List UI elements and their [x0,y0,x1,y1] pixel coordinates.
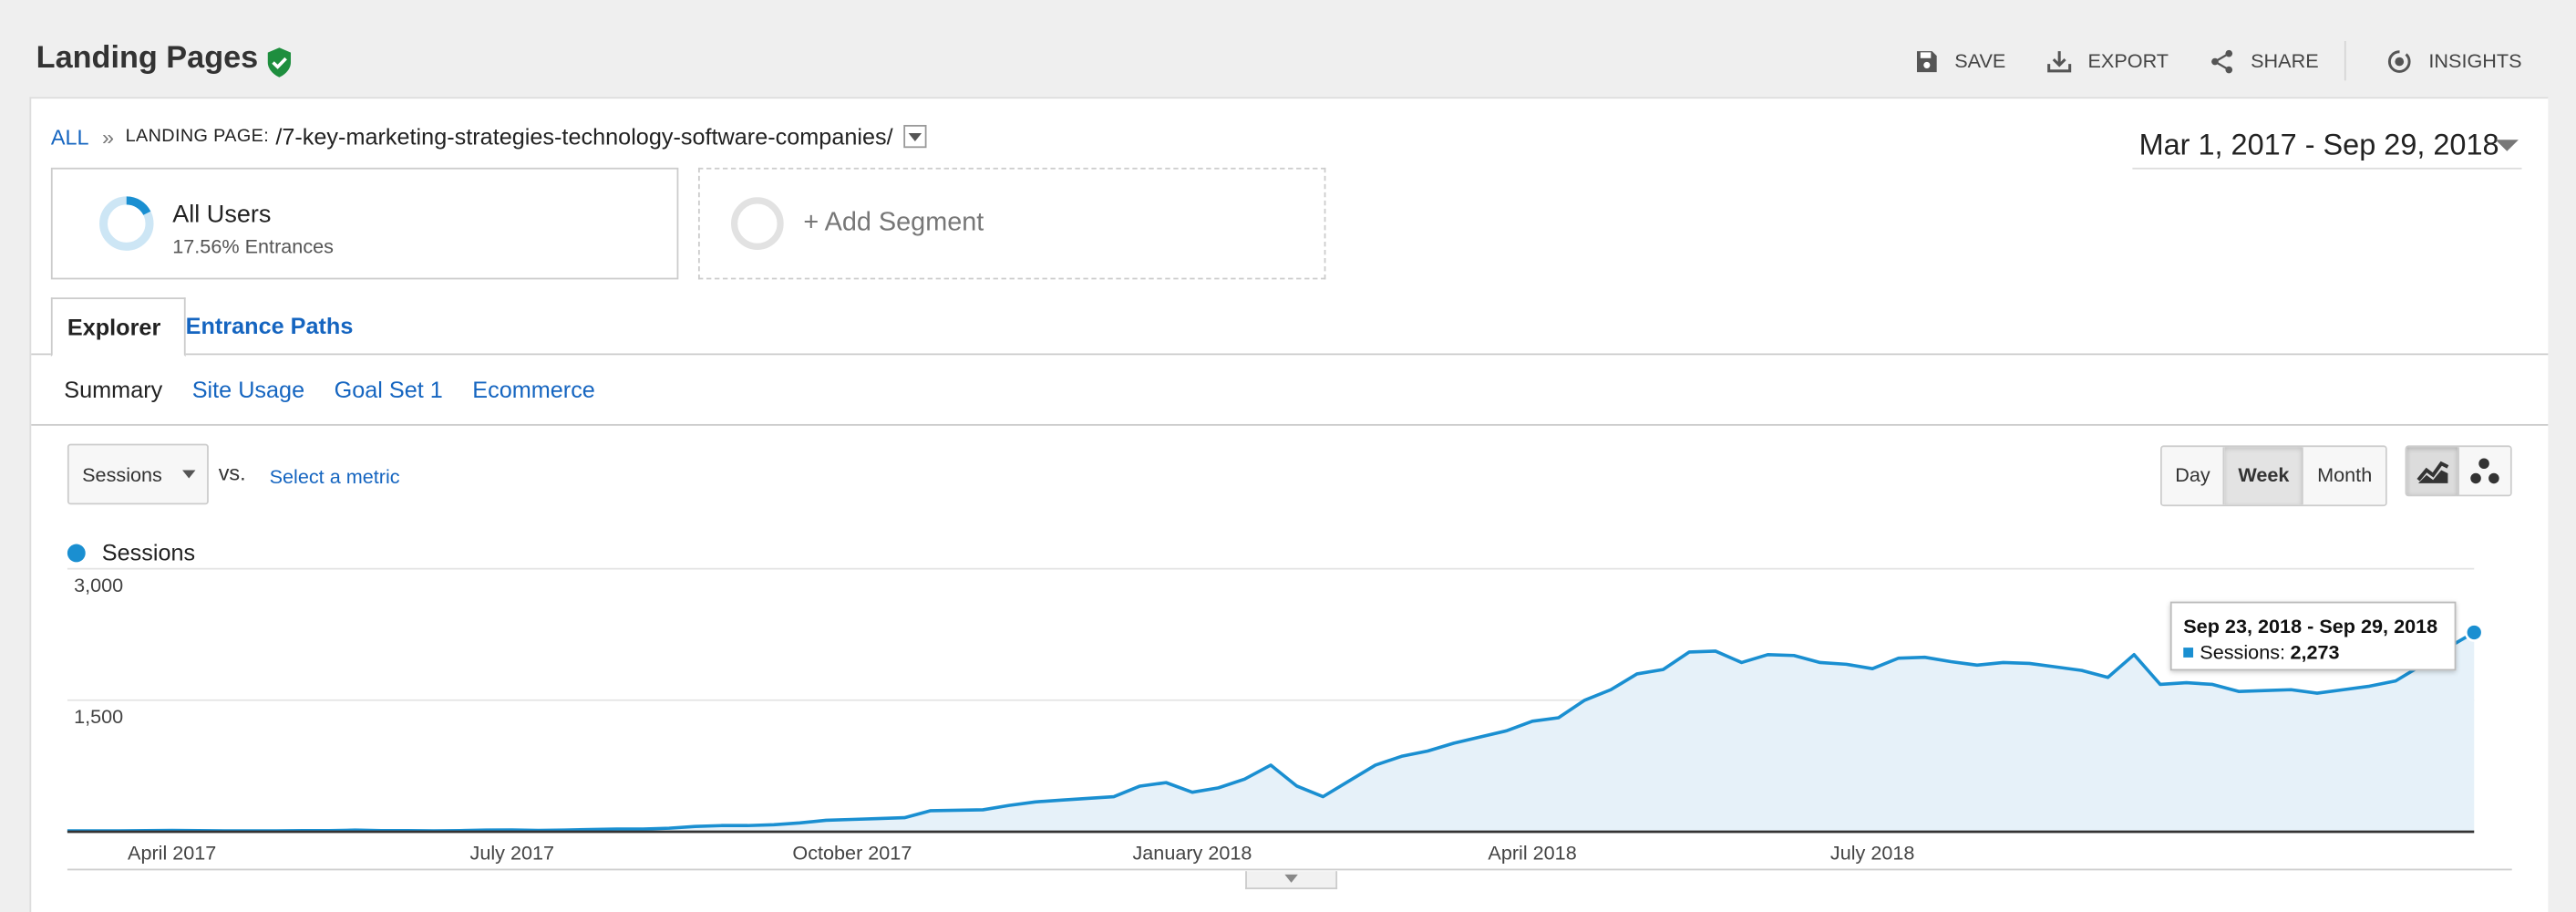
legend-dot [67,543,86,562]
breadcrumb-all-link[interactable]: ALL [50,124,89,150]
motion-chart-button[interactable] [2459,447,2510,495]
metric-select[interactable]: Sessions [67,443,209,505]
subtab-site-usage[interactable]: Site Usage [191,376,305,403]
explorer-subtabs: Summary Site Usage Goal Set 1 Ecommerce [64,377,624,403]
breadcrumb-dimension-value: /7-key-marketing-strategies-technology-s… [275,123,893,150]
chevron-down-icon [2495,140,2519,151]
line-chart-icon [2416,460,2448,482]
y-tick-label: 3,000 [74,574,123,596]
subtab-summary[interactable]: Summary [64,376,163,403]
select-metric-link[interactable]: Select a metric [269,465,400,489]
x-tick-label: January 2018 [1132,842,1252,865]
month-button[interactable]: Month [2303,447,2385,505]
add-segment-button[interactable]: + Add Segment [697,167,1326,280]
y-tick-label: 1,500 [74,705,123,728]
breadcrumb-separator: » [101,124,115,150]
export-button[interactable]: EXPORT [2045,47,2169,75]
sessions-highlight-point [2464,623,2484,642]
save-icon [1916,50,1937,72]
save-label: SAVE [1954,49,2006,73]
save-button[interactable]: SAVE [1911,47,2005,75]
tabs-divider [31,353,2549,356]
tab-entrance-paths[interactable]: Entrance Paths [185,312,354,339]
metric-select-value: Sessions [82,463,162,487]
chart-tooltip: Sep 23, 2018 - Sep 29, 2018 Sessions: 2,… [2169,601,2457,671]
segment-donut-icon [99,196,154,251]
insights-icon [2388,49,2412,73]
breadcrumb-dropdown-button[interactable] [902,124,926,149]
breadcrumb: ALL » LANDING PAGE: /7-key-marketing-str… [51,123,926,150]
vs-label: vs. [218,460,246,485]
report-toolbar: SAVE EXPORT SHARE INSIGHTS [1872,41,2522,81]
empty-segment-ring-icon [731,197,784,250]
subtab-ecommerce[interactable]: Ecommerce [472,376,595,403]
tab-explorer[interactable]: Explorer [50,297,186,358]
motion-chart-icon [2469,457,2499,483]
period-toggle: Day Week Month [2160,445,2387,507]
sessions-chart[interactable]: 1,500 3,000 April 2017 July 2017 October 201… [31,567,2548,912]
page-title: Landing Pages [36,41,259,76]
date-range-text: Mar 1, 2017 - Sep 29, 2018 [2138,128,2499,161]
segment-all-users[interactable]: All Users 17.56% Entrances [50,167,679,280]
insights-button[interactable]: INSIGHTS [2386,47,2522,75]
subtabs-divider [31,423,2549,426]
tooltip-swatch [2183,648,2194,658]
report-panel: ALL » LANDING PAGE: /7-key-marketing-str… [29,97,2549,912]
insights-label: INSIGHTS [2428,49,2522,73]
export-icon [2046,50,2071,72]
segment-name: All Users [172,200,272,229]
verified-shield-icon [267,47,292,78]
x-tick-label: April 2018 [1488,842,1576,865]
date-range-picker[interactable]: Mar 1, 2017 - Sep 29, 2018 [2132,125,2522,170]
x-tick-label: July 2017 [470,842,555,865]
line-chart-button[interactable] [2406,447,2460,495]
share-icon [2211,48,2233,73]
tooltip-date-range: Sep 23, 2018 - Sep 29, 2018 [2183,615,2438,638]
tooltip-label: Sessions: [2200,640,2286,665]
export-label: EXPORT [2087,49,2169,73]
add-segment-label: + Add Segment [803,208,984,237]
chevron-down-icon [182,470,196,479]
tooltip-value: 2,273 [2290,640,2340,665]
toolbar-divider [2344,41,2347,81]
sessions-area [67,632,2475,832]
chart-type-toggle [2405,445,2512,497]
week-button[interactable]: Week [2224,447,2304,505]
x-tick-label: October 2017 [792,842,912,865]
x-tick-label: April 2017 [128,842,216,865]
breadcrumb-dimension-label: LANDING PAGE: [125,126,270,147]
share-label: SHARE [2251,49,2319,73]
segment-entrances: 17.56% Entrances [172,234,334,258]
share-button[interactable]: SHARE [2208,47,2319,75]
legend-label: Sessions [101,539,196,565]
x-tick-label: July 2018 [1830,842,1915,865]
day-button[interactable]: Day [2161,447,2225,505]
subtab-goal-set-1[interactable]: Goal Set 1 [334,376,443,403]
chart-legend: Sessions [67,539,195,565]
chart-collapse-handle[interactable] [1245,871,1338,890]
tooltip-row: Sessions: 2,273 [2183,640,2340,665]
